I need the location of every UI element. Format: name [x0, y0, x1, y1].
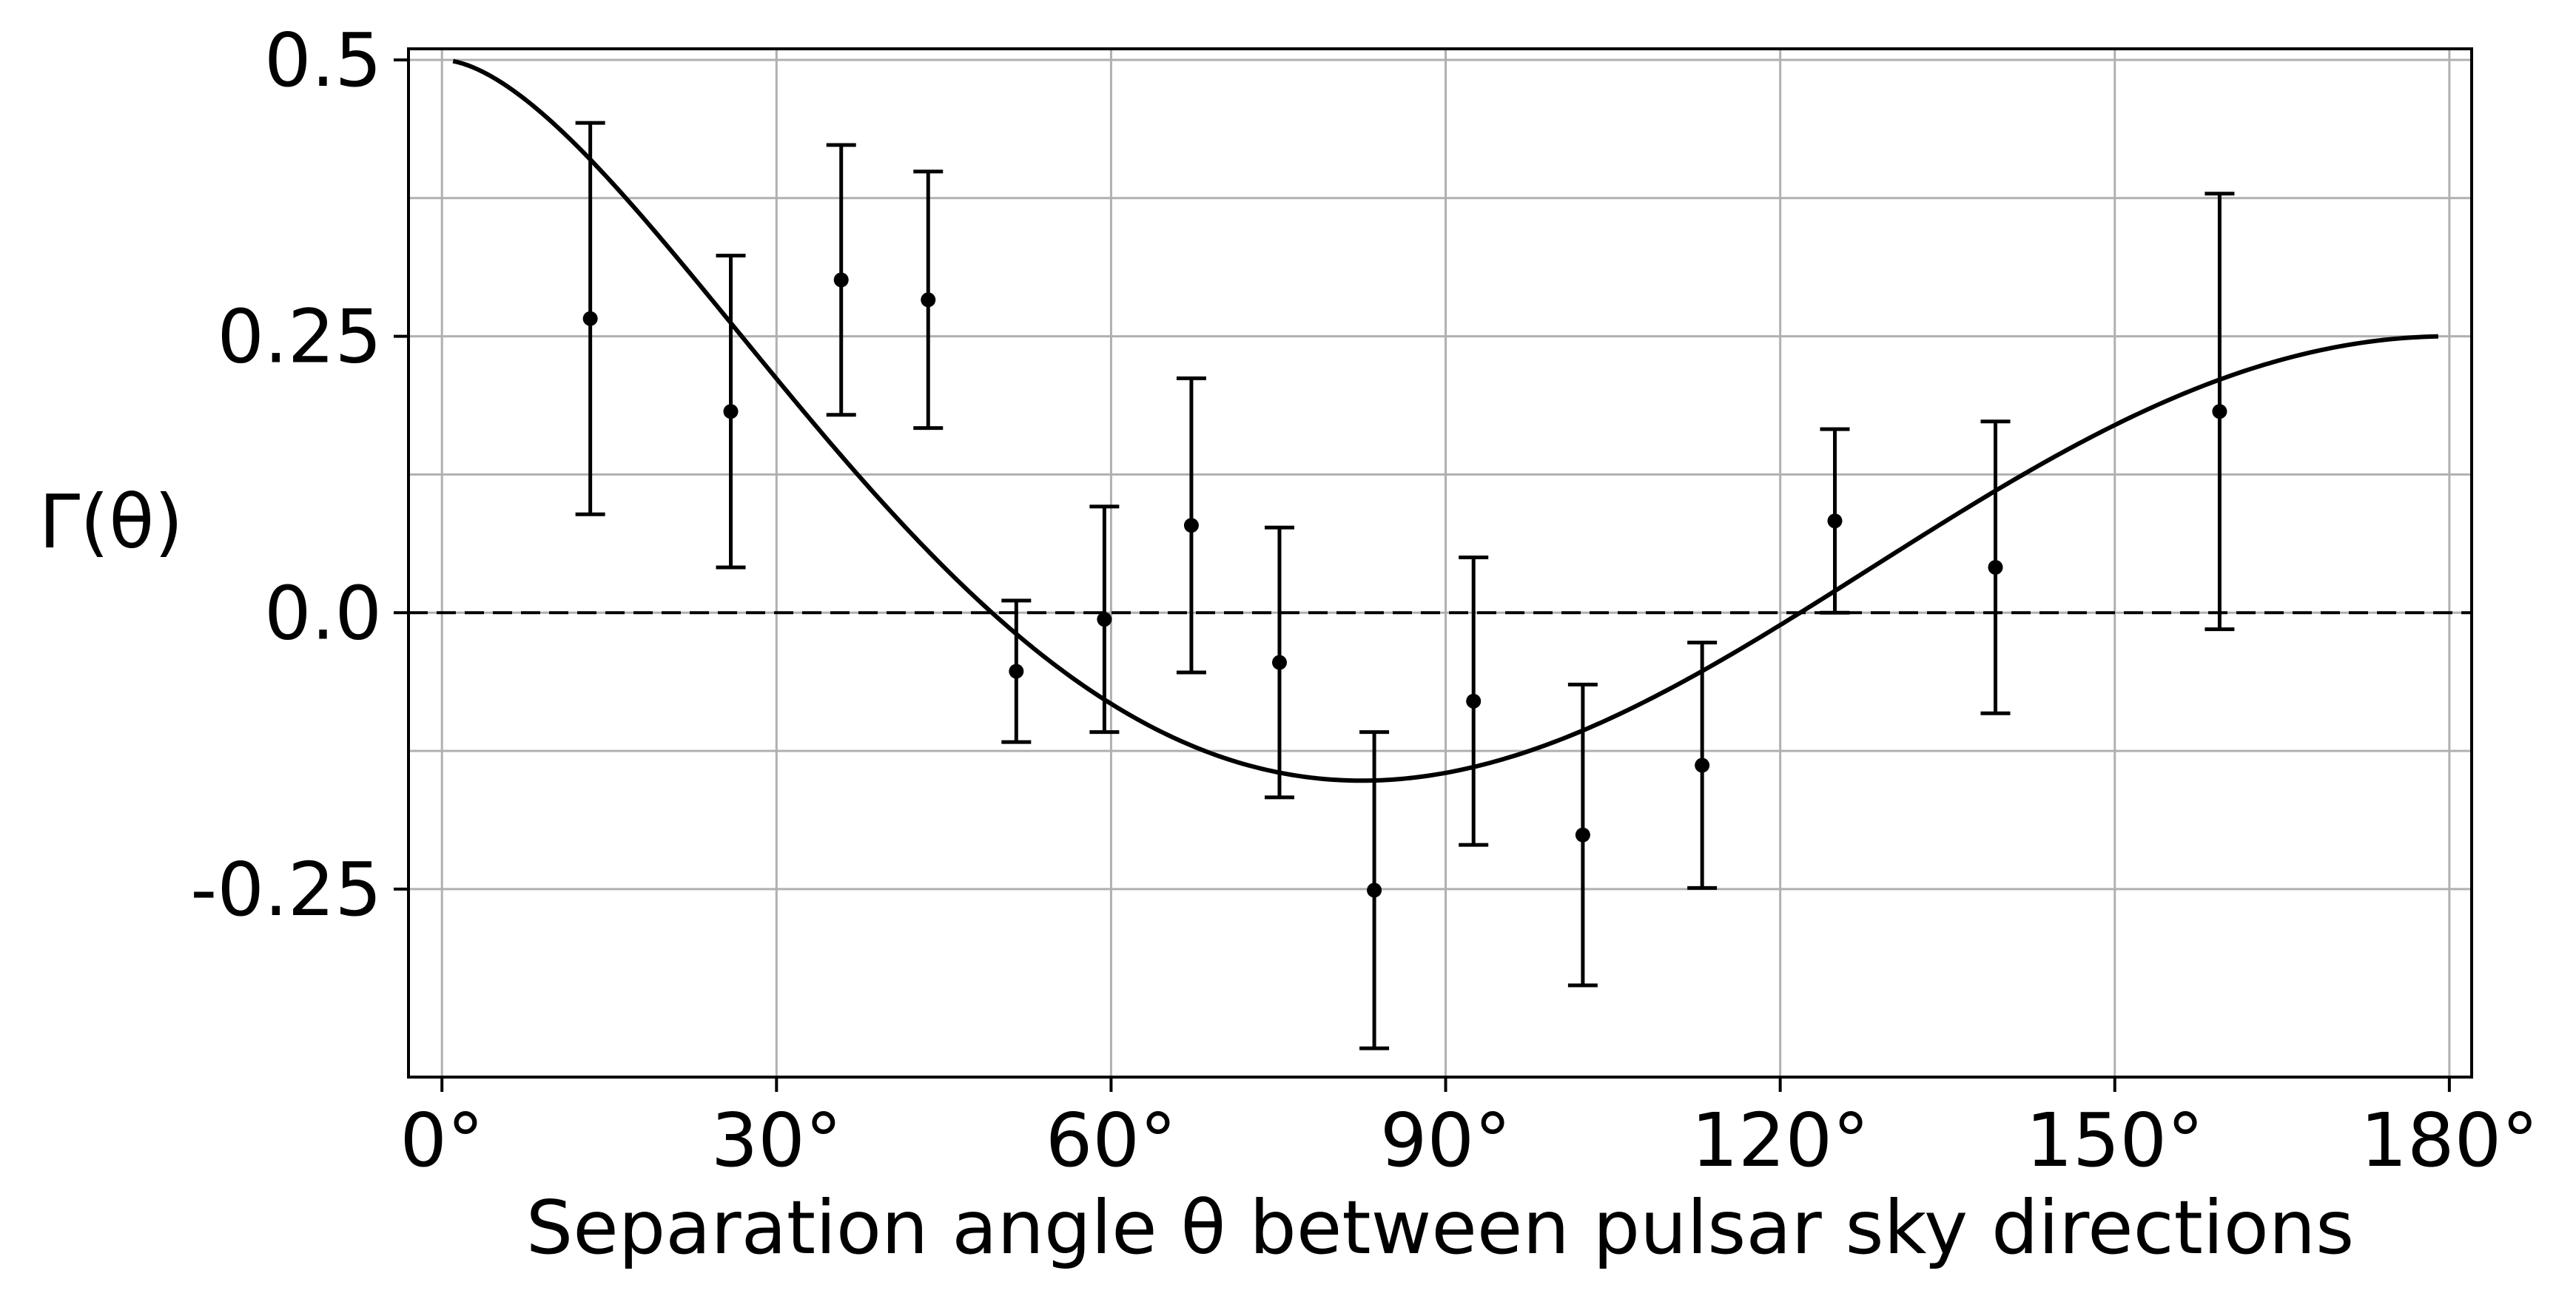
point-marker [833, 272, 849, 288]
y-tick-label: 0.0 [264, 570, 382, 656]
x-tick-label: 120° [1691, 1097, 1869, 1184]
y-tick-label: -0.25 [190, 846, 382, 933]
point-marker [1009, 664, 1024, 679]
data-point [826, 143, 856, 417]
y-tick-label: 0.5 [264, 17, 382, 104]
data-point [1820, 427, 1850, 615]
data-point [1687, 641, 1718, 890]
data-point [1089, 505, 1120, 735]
data-point [1980, 419, 2011, 715]
theory-curve [452, 58, 2438, 783]
data-point [2205, 192, 2235, 632]
data-point [1567, 682, 1598, 988]
x-tick-label: 0° [400, 1097, 484, 1184]
x-tick-label: 90° [1380, 1097, 1511, 1184]
x-tick-label: 180° [2360, 1097, 2538, 1184]
plot-frame [407, 47, 2473, 1079]
data-point [575, 121, 605, 516]
data-point [1001, 598, 1032, 744]
x-tick-label: 150° [2025, 1097, 2204, 1184]
point-marker [1695, 758, 1710, 773]
data-point [1359, 730, 1390, 1050]
hellings-downs-curve [452, 58, 2438, 783]
point-marker [1183, 518, 1199, 533]
point-marker [2212, 404, 2227, 419]
point-marker [1575, 827, 1590, 843]
y-axis-ticks: 0.5 0.25 0.0 -0.25 [190, 17, 408, 933]
data-point [1459, 556, 1489, 847]
data-points [575, 121, 2235, 1050]
x-tick-label: 30° [711, 1097, 842, 1184]
data-point [1176, 376, 1206, 675]
data-point [1264, 525, 1294, 800]
point-marker [1466, 693, 1482, 709]
x-axis-title: Separation angle θ between pulsar sky di… [526, 1184, 2355, 1271]
point-marker [1827, 513, 1843, 529]
data-point [913, 169, 944, 431]
point-marker [1271, 655, 1287, 670]
point-marker [1097, 612, 1112, 627]
y-axis-title: Γ(θ) [39, 479, 184, 565]
y-tick-label: 0.25 [217, 294, 382, 380]
point-marker [1367, 883, 1382, 898]
x-axis-ticks: 0° 30° 60° 90° 120° 150° 180° [400, 1077, 2538, 1184]
x-tick-label: 60° [1046, 1097, 1177, 1184]
point-marker [921, 292, 936, 308]
data-point [716, 253, 746, 570]
point-marker [1988, 559, 2003, 575]
point-marker [723, 404, 739, 419]
point-marker [582, 311, 598, 326]
